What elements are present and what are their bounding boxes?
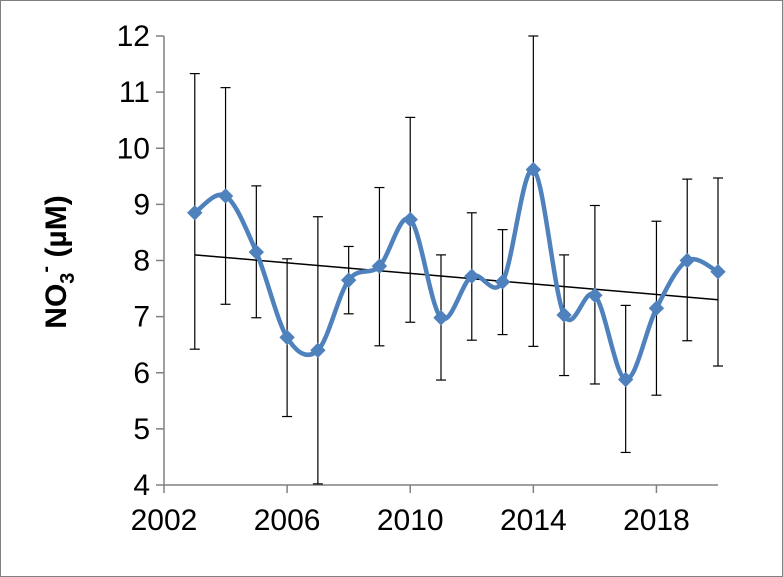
tick-labels: 4 5 6 7 8 9 10 11 12 2002 2006 2010 2014 2018 — [117, 20, 690, 537]
y-tick-label: 10 — [117, 132, 150, 165]
x-tick-label: 2002 — [131, 504, 198, 537]
data-point — [587, 287, 603, 304]
y-tick-label: 6 — [133, 357, 150, 390]
data-point — [648, 300, 665, 316]
data-markers — [187, 161, 726, 388]
data-point — [710, 264, 726, 280]
x-tick-label: 2006 — [254, 504, 321, 537]
y-tick-label: 5 — [133, 413, 150, 446]
data-point — [217, 188, 234, 204]
y-tick-label: 12 — [117, 20, 150, 53]
data-point — [464, 268, 480, 284]
data-point — [556, 307, 572, 323]
linear-trendline — [194, 254, 719, 301]
x-tick-label: 2018 — [623, 504, 690, 537]
data-point — [679, 252, 695, 269]
axes — [156, 35, 718, 493]
trendline — [194, 254, 719, 301]
y-tick-label: 4 — [133, 469, 150, 502]
data-point — [248, 244, 265, 260]
data-point — [279, 329, 295, 346]
y-axis-label-subscript: 3 — [57, 273, 79, 284]
y-tick-label: 11 — [119, 76, 150, 109]
data-point — [402, 211, 418, 228]
x-tick-label: 2014 — [500, 504, 567, 537]
y-axis-label: NO3- (µM) — [35, 195, 79, 328]
data-point — [433, 310, 449, 326]
data-point — [494, 274, 511, 290]
data-point — [371, 258, 388, 274]
y-tick-label: 7 — [133, 301, 150, 334]
x-tick-label: 2010 — [377, 504, 444, 537]
data-point — [340, 272, 357, 288]
data-point — [310, 342, 326, 359]
y-axis-label-rest: (µM) — [40, 195, 73, 266]
y-axis-label-base: NO — [40, 284, 73, 329]
y-tick-label: 8 — [133, 245, 150, 278]
data-point — [187, 205, 203, 221]
data-point — [525, 161, 542, 178]
y-axis-label-superscript: - — [35, 266, 57, 273]
y-tick-label: 9 — [133, 188, 150, 221]
data-point — [617, 371, 634, 388]
